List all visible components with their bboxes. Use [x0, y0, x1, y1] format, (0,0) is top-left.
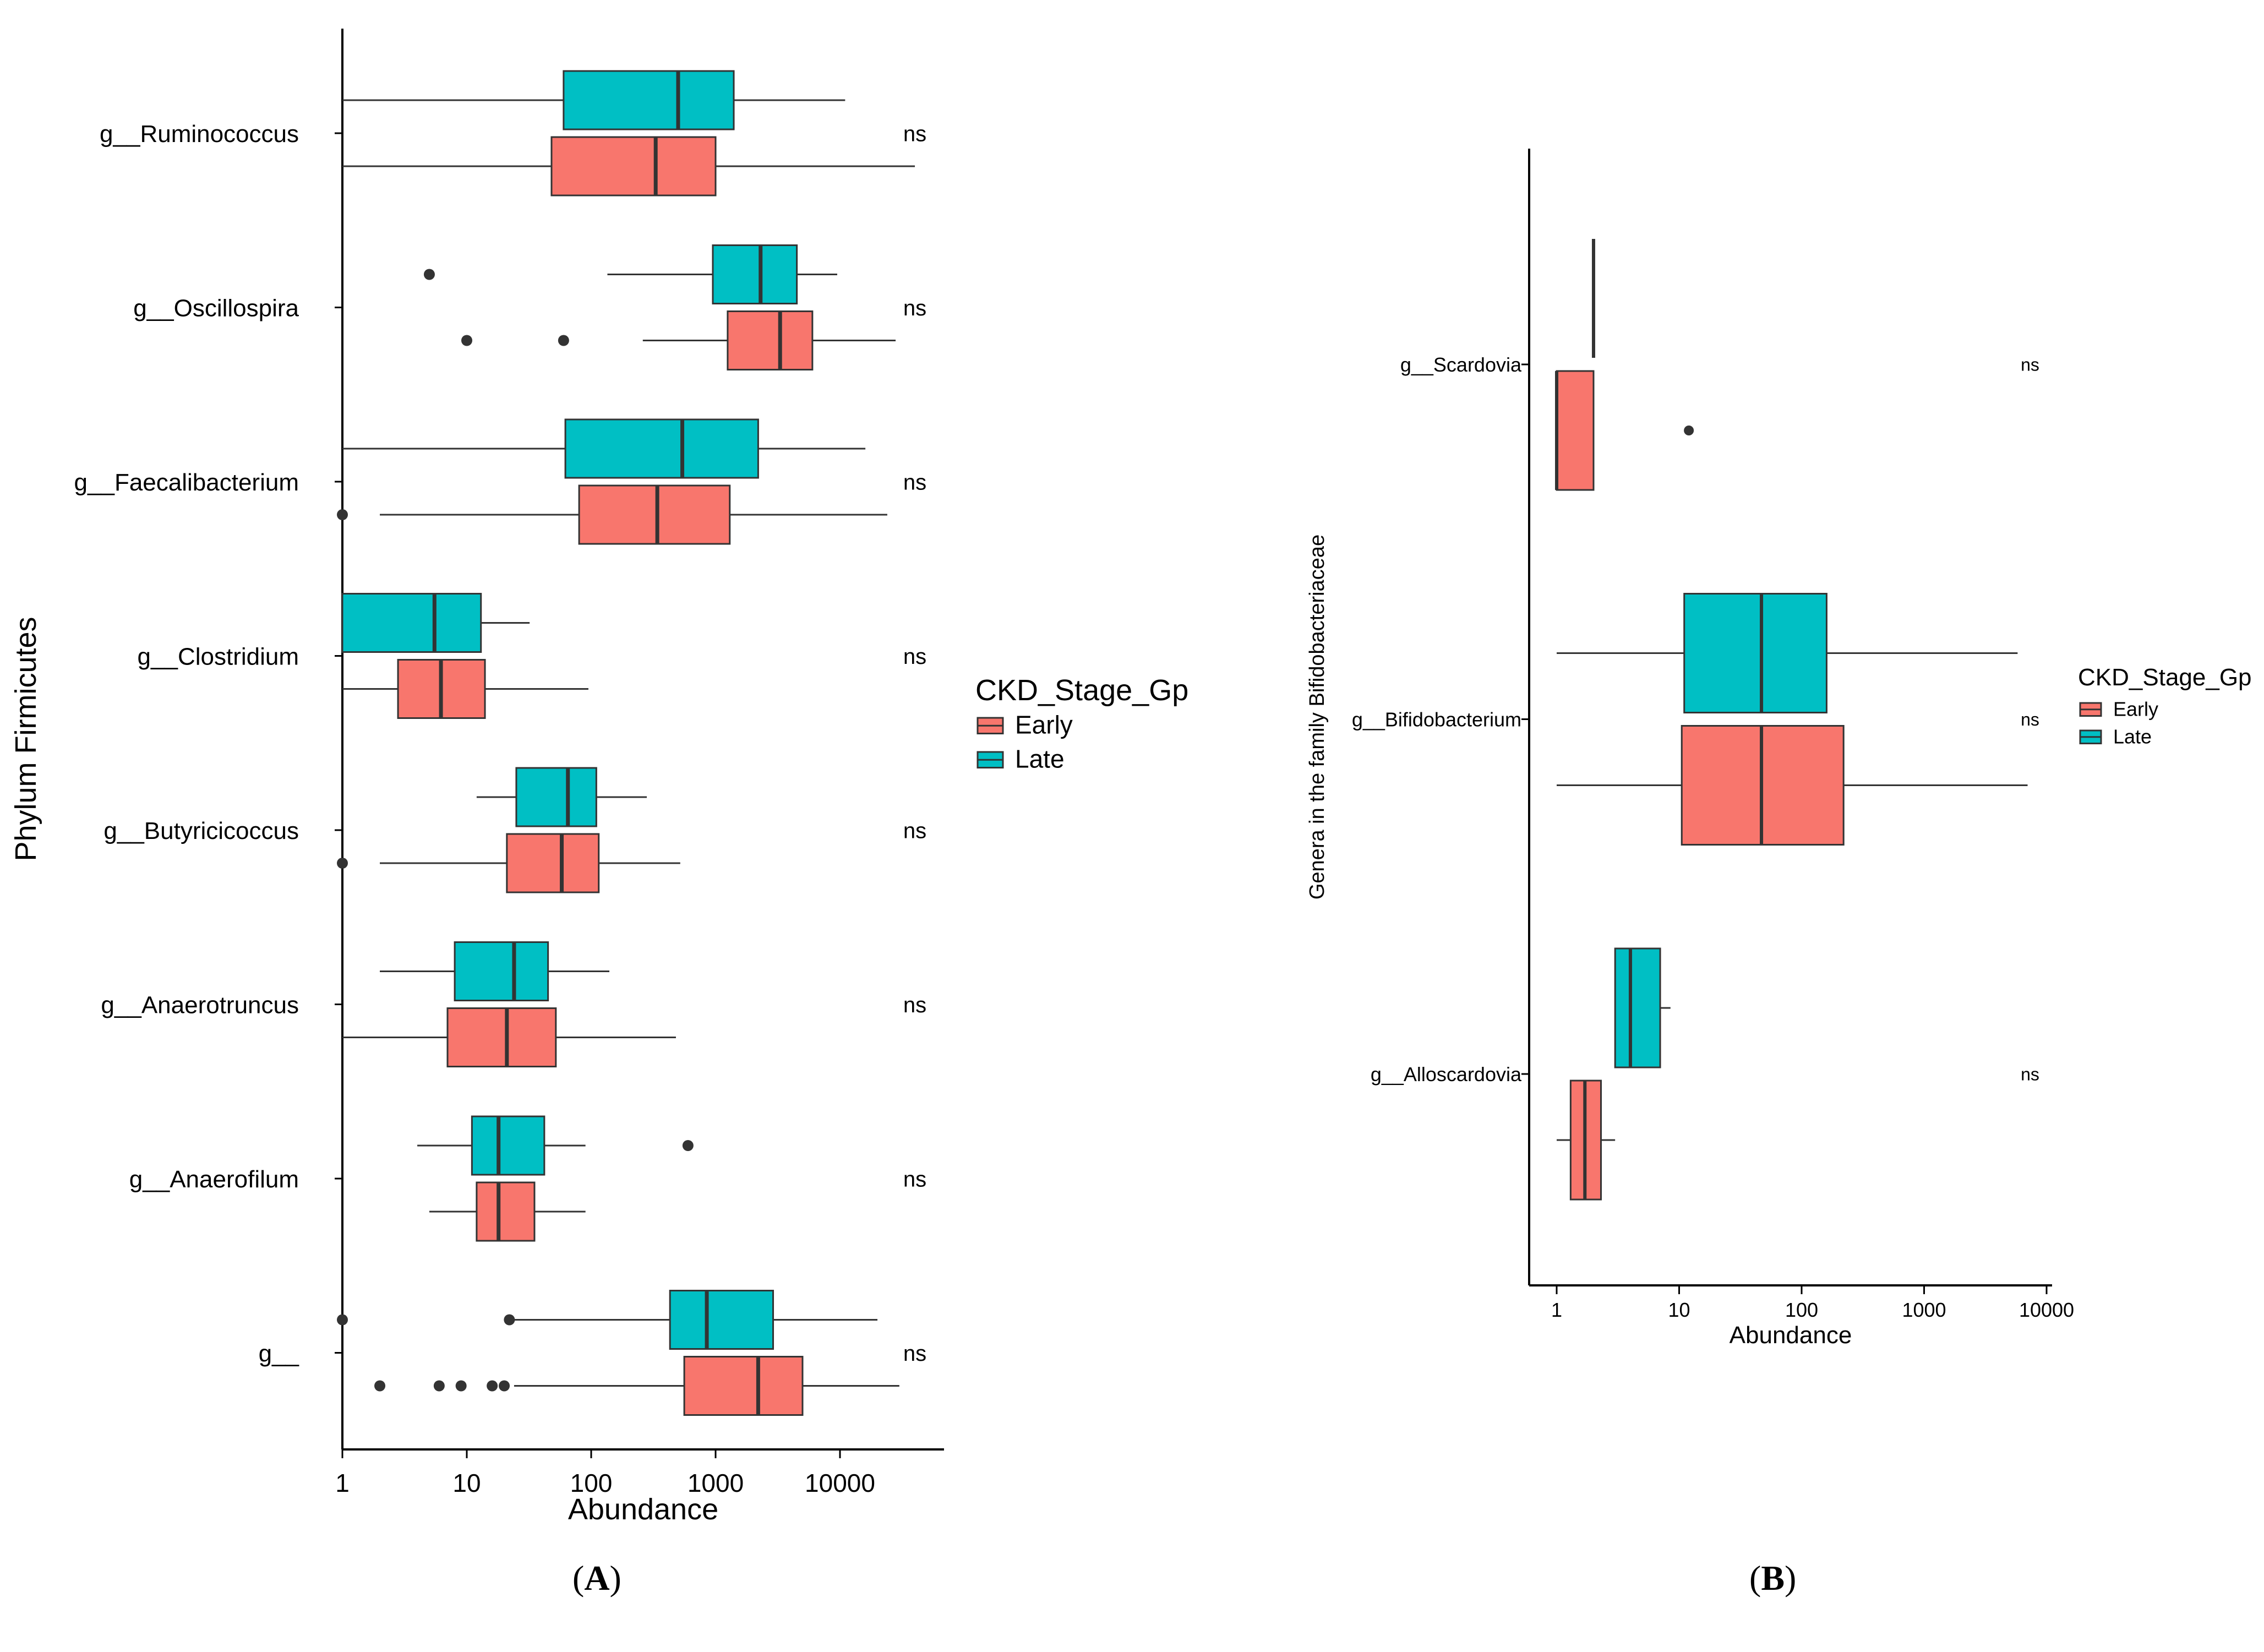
panel-b-x-tick-label: 1	[1551, 1299, 1562, 1321]
panel-a-legend-label-late: Late	[1015, 745, 1065, 773]
panel-b-category-label: g__Bifidobacterium	[1352, 708, 1521, 730]
panel-a-early-outlier-point	[374, 1380, 386, 1392]
panel-a-category-label: g__Ruminococcus	[100, 121, 299, 148]
panel-a-significance-label: ns	[903, 1167, 926, 1191]
panel-b-x-tick-label: 100	[1785, 1299, 1818, 1321]
panel-a-significance-label: ns	[903, 645, 926, 669]
panel-b-significance-label: ns	[2021, 355, 2039, 375]
panel-a-x-axis-title: Abundance	[568, 1493, 718, 1526]
panel-a-late-box	[669, 1290, 774, 1350]
panel-a-category-label: g__Faecalibacterium	[74, 469, 299, 496]
panel-b-y-axis-title: Genera in the family Bifidobacteriaceae	[1306, 535, 1329, 899]
panel-a-significance-label: ns	[903, 122, 926, 146]
panel-a-early-box	[476, 1181, 536, 1242]
panel-a-late-outlier-point	[423, 269, 435, 280]
panel-a-significance-label: ns	[903, 819, 926, 843]
panel-b-legend-label-early: Early	[2113, 698, 2158, 721]
panel-b-late-box	[1683, 593, 1827, 713]
caption-b: (B)	[1749, 1558, 1797, 1598]
panel-a-y-axis-title: Phylum Firmicutes	[9, 617, 42, 861]
caption-b-letter: B	[1761, 1558, 1785, 1598]
panel-a-significance-label: ns	[903, 1342, 926, 1366]
panel-a-significance-label: ns	[903, 470, 926, 494]
panel-a-category-label: g__Butyricicoccus	[103, 817, 299, 844]
panel-a-category-label: g__Anaerotruncus	[101, 991, 299, 1018]
panel-b-category-label: g__Alloscardovia	[1371, 1063, 1522, 1086]
panel-b-significance-label: ns	[2021, 1065, 2039, 1084]
panel-a-x-tick-label: 10	[452, 1469, 481, 1497]
panel-a-category-label: g__	[259, 1340, 299, 1367]
panel-a-x-tick-label: 100	[570, 1469, 613, 1497]
panel-b-significance-label: ns	[2021, 710, 2039, 729]
panel-a-late-box	[563, 70, 735, 130]
panel-b-x-tick-label: 1000	[1902, 1299, 1946, 1321]
panel-b-legend-label-late: Late	[2113, 726, 2152, 748]
panel-a-early-box	[506, 833, 600, 893]
panel-a-late-outlier-point	[682, 1140, 694, 1151]
panel-a-early-box	[727, 310, 814, 370]
panel-a-significance-label: ns	[903, 296, 926, 320]
caption-a-letter: A	[584, 1558, 610, 1598]
panel-b-late-box	[1614, 947, 1661, 1068]
panel-a-early-box	[446, 1007, 557, 1067]
panel-a-late-box	[712, 244, 798, 304]
panel-a-category-label: g__Clostridium	[138, 643, 299, 670]
panel-a-early-outlier-point	[461, 335, 472, 346]
panel-a-late-box	[515, 767, 597, 827]
panel-b-legend-title: CKD_Stage_Gp	[2078, 664, 2252, 691]
panel-a-early-outlier-point	[487, 1380, 498, 1392]
panel-a-late-box	[341, 593, 482, 653]
panel-a-legend-label-early: Early	[1015, 711, 1073, 739]
panel-a-early-outlier-point	[337, 509, 348, 520]
panel-a-early-box	[578, 484, 731, 545]
panel-b-x-tick-label: 10000	[2019, 1299, 2074, 1321]
panel-a-early-outlier-point	[337, 858, 348, 869]
panel-a-x-tick-label: 10000	[805, 1469, 875, 1497]
panel-a-early-box	[683, 1356, 804, 1416]
caption-a: (A)	[572, 1558, 621, 1598]
panel-b-early-outlier-point	[1684, 426, 1694, 435]
panel-a-late-outlier-point	[504, 1314, 515, 1326]
panel-a-early-outlier-point	[433, 1380, 445, 1392]
panel-b-early-box	[1556, 370, 1595, 491]
panel-a-late-outlier-point	[337, 1314, 348, 1326]
panel-b-x-tick-label: 10	[1668, 1299, 1690, 1321]
panel-a-category-label: g__Anaerofilum	[129, 1166, 299, 1193]
panel-a-early-box	[550, 136, 717, 197]
panel-a-x-tick-label: 1	[335, 1469, 350, 1497]
panel-a-category-label: g__Oscillospira	[133, 295, 299, 321]
panel-a-early-outlier-point	[558, 335, 569, 346]
panel-a-early-outlier-point	[499, 1380, 510, 1392]
panel-a-late-box	[454, 941, 549, 1001]
panel-a-significance-label: ns	[903, 993, 926, 1017]
panel-a-legend-title: CKD_Stage_Gp	[975, 674, 1188, 707]
panel-a-late-box	[471, 1115, 545, 1176]
panel-b-x-axis-title: Abundance	[1730, 1322, 1852, 1349]
panel-a-late-box	[564, 418, 759, 479]
panel-b-category-label: g__Scardovia	[1400, 353, 1522, 376]
panel-a-early-outlier-point	[455, 1380, 467, 1392]
panel-a-x-tick-label: 1000	[688, 1469, 744, 1497]
